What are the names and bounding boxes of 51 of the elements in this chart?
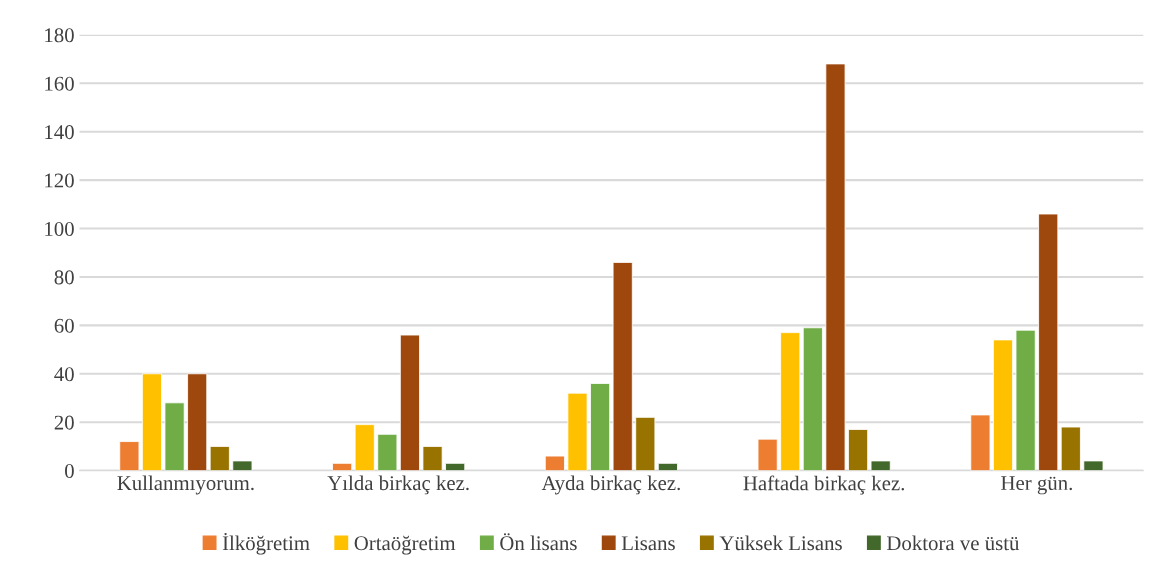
bar	[119, 441, 140, 471]
bar	[332, 462, 353, 471]
legend-label: Lisans	[621, 536, 675, 551]
legend-label: Yüksek Lisans	[719, 535, 842, 551]
legend-label: Ön lisans	[500, 533, 577, 551]
legend-label: İlköğretim	[222, 532, 310, 555]
bar	[445, 462, 466, 471]
bar	[1083, 460, 1104, 471]
x-tick-label: Ayda birkaç kez.	[541, 475, 680, 495]
bar	[657, 462, 678, 471]
bar	[612, 262, 633, 471]
legend-label: Doktora ve üstü	[886, 535, 1020, 551]
bar	[825, 63, 846, 471]
bar	[164, 402, 185, 471]
bar	[399, 334, 420, 471]
bar	[354, 424, 375, 471]
y-tick-label: 20	[54, 415, 74, 430]
bar	[422, 445, 443, 471]
bar	[802, 327, 823, 471]
y-tick-label: 40	[54, 367, 74, 382]
bar	[209, 445, 230, 471]
bar	[232, 460, 253, 471]
bar	[992, 339, 1014, 471]
bar	[848, 429, 869, 471]
y-tick-label: 120	[45, 173, 74, 188]
y-tick-label: 100	[45, 221, 74, 236]
bar	[970, 414, 991, 471]
bar	[870, 460, 891, 471]
bar	[141, 373, 162, 471]
bar	[544, 455, 565, 471]
bar	[567, 392, 588, 471]
bar	[187, 373, 208, 471]
bar	[377, 433, 398, 471]
y-tick-label: 0	[65, 463, 74, 479]
y-tick-label: 140	[45, 125, 74, 140]
y-tick-label: 80	[54, 270, 74, 285]
bar	[757, 438, 778, 471]
bar	[780, 332, 801, 471]
y-tick-label: 60	[54, 318, 74, 333]
bar	[1015, 329, 1036, 471]
bar	[590, 383, 611, 471]
x-tick-label: Kullanmıyorum.	[117, 475, 254, 495]
y-tick-label: 180	[45, 28, 74, 43]
x-tick-label: Her gün.	[1001, 476, 1072, 495]
bar	[635, 416, 656, 471]
bar	[1038, 213, 1059, 471]
bar	[1060, 426, 1081, 471]
x-tick-label: Yılda birkaç kez.	[327, 475, 469, 495]
x-tick-label: Haftada birkaç kez.	[743, 475, 905, 495]
legend-label: Ortaöğretim	[354, 535, 456, 555]
y-tick-label: 160	[45, 76, 74, 91]
